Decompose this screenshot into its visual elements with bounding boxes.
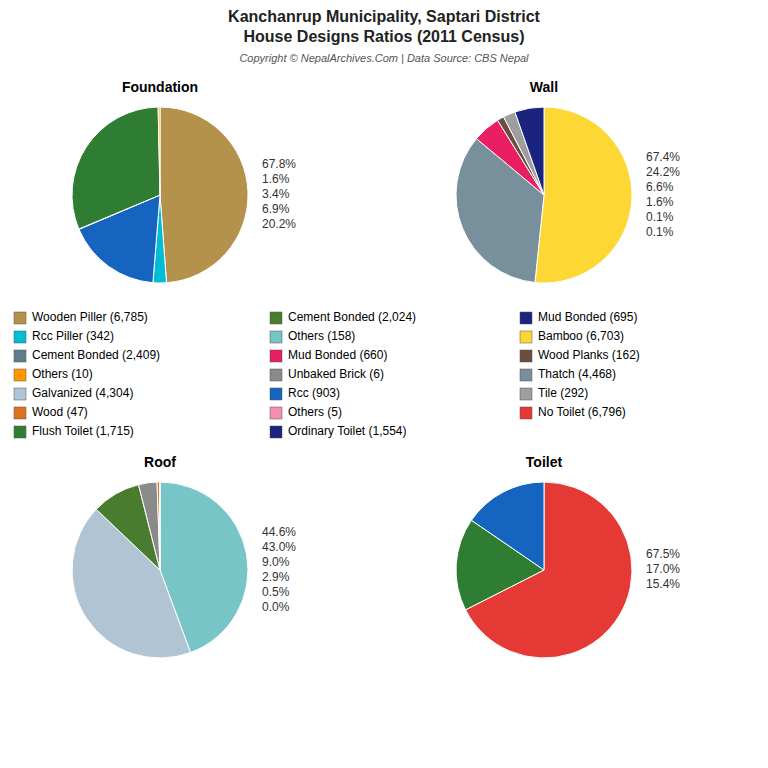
legend-label: Others (158)	[288, 329, 355, 343]
legend-label: Thatch (4,468)	[538, 367, 616, 381]
pie-chart: Toilet 67.5%17.0%15.4%	[456, 454, 680, 658]
annotation: 9.0%	[262, 555, 290, 569]
pie-slice	[139, 482, 160, 570]
legend-label: Galvanized (4,304)	[32, 386, 133, 400]
title-line: Kanchanrup Municipality, Saptari Distric…	[228, 8, 540, 25]
annotation: 17.0%	[646, 562, 680, 576]
annotation: 0.0%	[262, 600, 290, 614]
slices	[72, 107, 248, 283]
legend-label: Unbaked Brick (6)	[288, 367, 384, 381]
pie-title: Roof	[144, 454, 176, 470]
pie-title: Toilet	[526, 454, 563, 470]
legend-swatch	[14, 312, 26, 324]
legend-label: Bamboo (6,703)	[538, 329, 624, 343]
pie-slice	[157, 482, 160, 570]
pie-slice	[515, 107, 544, 195]
pie-slice	[535, 107, 632, 283]
pie-slice	[159, 482, 160, 570]
legend-swatch	[520, 350, 532, 362]
annotation: 3.4%	[262, 187, 290, 201]
annotation: 0.1%	[646, 210, 674, 224]
legend-label: Wooden Piller (6,785)	[32, 310, 148, 324]
annotation: 0.5%	[262, 585, 290, 599]
slices	[72, 482, 248, 658]
legend-label: Wood Planks (162)	[538, 348, 640, 362]
legend-swatch	[14, 426, 26, 438]
annotation: 2.9%	[262, 570, 290, 584]
legend-swatch	[520, 331, 532, 343]
figure: Kanchanrup Municipality, Saptari Distric…	[0, 0, 768, 768]
legend: Wooden Piller (6,785) Rcc Piller (342) Cem…	[14, 310, 640, 438]
legend-swatch	[520, 312, 532, 324]
legend-swatch	[14, 331, 26, 343]
title-line: House Designs Ratios (2011 Census)	[244, 28, 525, 45]
legend-label: Ordinary Toilet (1,554)	[288, 424, 407, 438]
pie-title: Wall	[530, 79, 558, 95]
annotation: 43.0%	[262, 540, 296, 554]
pie-slice	[160, 107, 248, 283]
annotation: 44.6%	[262, 525, 296, 539]
legend-swatch	[270, 369, 282, 381]
legend-label: Flush Toilet (1,715)	[32, 424, 134, 438]
legend-swatch	[520, 369, 532, 381]
legend-swatch	[270, 331, 282, 343]
legend-label: Tile (292)	[538, 386, 588, 400]
annotation: 6.6%	[646, 180, 674, 194]
chart-container: Kanchanrup Municipality, Saptari Distric…	[0, 0, 768, 768]
legend-swatch	[14, 369, 26, 381]
pie-chart: Wall67.4%24.2%6.6%1.6%0.1%0.1%	[456, 79, 680, 283]
annotation: 67.8%	[262, 157, 296, 171]
legend-swatch	[520, 388, 532, 400]
legend-label: Cement Bonded (2,024)	[288, 310, 416, 324]
legend-label: Rcc Piller (342)	[32, 329, 114, 343]
pie-slice	[158, 107, 160, 195]
pie-slice	[471, 482, 544, 570]
annotation: 24.2%	[646, 165, 680, 179]
legend-label: Mud Bonded (695)	[538, 310, 637, 324]
pie-slice	[72, 107, 160, 229]
legend-swatch	[270, 312, 282, 324]
annotation: 67.5%	[646, 547, 680, 561]
subtitle: Copyright © NepalArchives.Com | Data Sou…	[239, 52, 529, 64]
legend-swatch	[14, 388, 26, 400]
legend-label: Others (10)	[32, 367, 93, 381]
annotation: 15.4%	[646, 577, 680, 591]
legend-label: No Toilet (6,796)	[538, 405, 626, 419]
legend-label: Rcc (903)	[288, 386, 340, 400]
figure-title: Kanchanrup Municipality, Saptari Distric…	[228, 8, 540, 45]
annotation: 1.6%	[262, 172, 290, 186]
legend-label: Mud Bonded (660)	[288, 348, 387, 362]
legend-swatch	[14, 350, 26, 362]
slices	[456, 482, 632, 658]
slices	[456, 107, 632, 283]
legend-swatch	[14, 407, 26, 419]
annotation: 0.1%	[646, 225, 674, 239]
legend-label: Others (5)	[288, 405, 342, 419]
legend-swatch	[270, 407, 282, 419]
legend-swatch	[270, 350, 282, 362]
pie-title: Foundation	[122, 79, 198, 95]
annotation: 20.2%	[262, 217, 296, 231]
legend-label: Cement Bonded (2,409)	[32, 348, 160, 362]
legend-swatch	[520, 407, 532, 419]
annotation: 67.4%	[646, 150, 680, 164]
legend-swatch	[270, 426, 282, 438]
pie-chart: Foundation 67.8%1.6%3.4%6.9%20.2%	[72, 79, 296, 283]
legend-label: Wood (47)	[32, 405, 88, 419]
pie-chart: Roof 44.6%43.0%9.0%2.9%0.5%0.0%	[72, 454, 296, 658]
legend-swatch	[270, 388, 282, 400]
annotation: 1.6%	[646, 195, 674, 209]
annotation: 6.9%	[262, 202, 290, 216]
